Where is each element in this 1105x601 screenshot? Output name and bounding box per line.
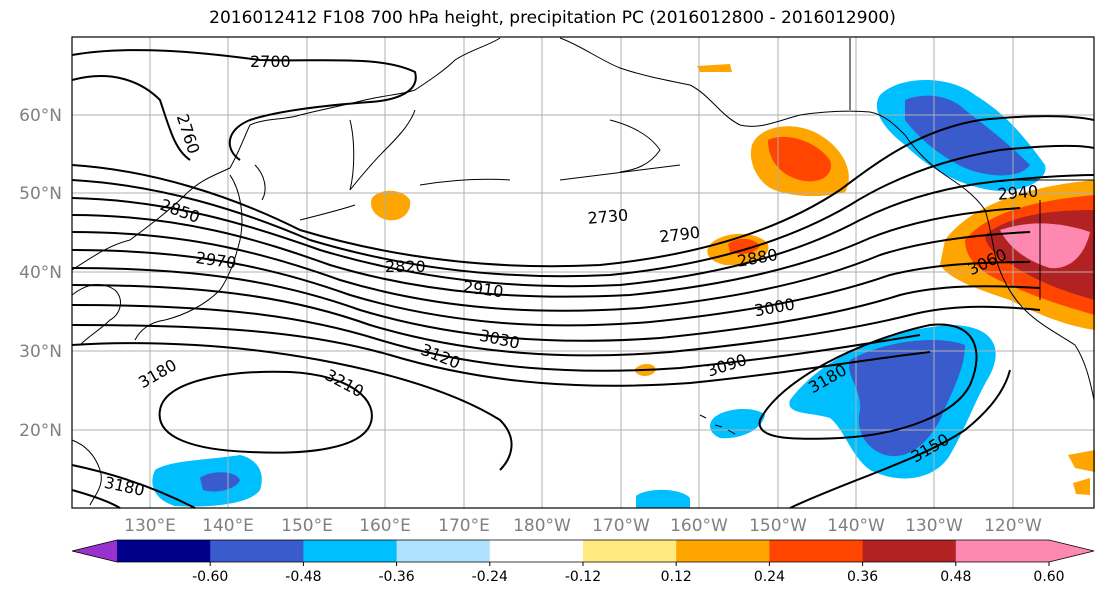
contour-label: 2910: [462, 277, 505, 301]
lat-axis: 60°N 50°N 40°N 30°N 20°N: [19, 106, 62, 441]
map-frame: [71, 36, 1095, 509]
precip-region-philippine-core: [200, 472, 240, 492]
gridlines: [72, 37, 1094, 508]
colorbar-tick-label: 0.36: [847, 569, 878, 585]
colorbar-segment: [676, 540, 770, 562]
contour-label: 3210: [322, 365, 367, 401]
precip-region-midpacific-core: [728, 238, 760, 254]
contour-label: 2790: [658, 223, 701, 247]
lat-label: 30°N: [19, 342, 62, 362]
colorbar: -0.60 -0.48 -0.36 -0.24 -0.12 0.12 0.24 0.36 0.4…: [71, 539, 1095, 585]
precip-region-hawaii: [710, 408, 765, 439]
lon-label: 170°W: [592, 516, 650, 536]
colorbar-tick-label: 0.12: [661, 569, 692, 585]
lon-label: 130°E: [124, 516, 176, 536]
colorbar-tick-label: -0.24: [472, 569, 508, 585]
colorbar-segment: [769, 540, 864, 562]
lat-label: 60°N: [19, 106, 62, 126]
lat-label: 40°N: [19, 263, 62, 283]
colorbar-segment: [396, 540, 491, 562]
lon-axis: 130°E 140°E 150°E 160°E 170°E 180°W 170°…: [124, 516, 1042, 536]
colorbar-tick-label: -0.60: [192, 569, 228, 585]
lon-label: 150°E: [281, 516, 333, 536]
contour-label: 2970: [195, 248, 238, 272]
contour-label: 2700: [250, 52, 291, 71]
colorbar-tick-label: 0.60: [1033, 569, 1064, 585]
lon-label: 170°E: [438, 516, 490, 536]
colorbar-tick-label: 0.48: [940, 569, 971, 585]
contour-label: 2820: [385, 257, 426, 276]
colorbar-segment: [117, 540, 211, 562]
contour-label: 3000: [753, 294, 796, 320]
coastlines: [71, 37, 1095, 506]
colorbar-outline: [71, 539, 1095, 563]
lon-label: 130°W: [905, 516, 963, 536]
height-contours: [71, 49, 1095, 509]
colorbar-segment: [583, 540, 677, 562]
precip-region-baja: [1068, 450, 1095, 472]
precip-region-westcoast-pink: [1000, 223, 1090, 269]
colorbar-segment: [862, 540, 957, 562]
contour-label: 2760: [173, 112, 204, 157]
colorbar-segment: [303, 540, 398, 562]
precip-region-bering: [697, 64, 732, 72]
lat-label: 50°N: [19, 184, 62, 204]
precip-region-gulf-core: [768, 136, 831, 182]
precip-region-baja2: [1073, 478, 1090, 495]
lon-label: 140°E: [202, 516, 254, 536]
precip-region-equatorial: [636, 489, 690, 508]
colorbar-extend-min: [72, 540, 117, 562]
lon-label: 180°W: [513, 516, 571, 536]
lat-label: 20°N: [19, 421, 62, 441]
lon-label: 150°W: [749, 516, 807, 536]
colorbar-segment: [955, 540, 1050, 562]
contour-label: 3180: [103, 473, 147, 500]
precip-shading: [152, 64, 1095, 508]
lon-label: 120°W: [984, 516, 1042, 536]
contour-label: 2730: [587, 205, 629, 227]
lon-label: 160°W: [670, 516, 728, 536]
colorbar-extend-max: [1049, 540, 1094, 562]
colorbar-tick-label: -0.12: [565, 569, 601, 585]
precip-region-alaska-core: [905, 95, 1030, 176]
colorbar-tick-label: -0.48: [285, 569, 321, 585]
map-title: 2016012412 F108 700 hPa height, precipit…: [209, 8, 896, 28]
lon-label: 160°E: [359, 516, 411, 536]
lon-label: 140°W: [827, 516, 885, 536]
contour-label: 2940: [997, 181, 1039, 203]
colorbar-tick-label: -0.36: [378, 569, 414, 585]
contour-label: 3090: [704, 350, 749, 381]
precip-region-kuril: [370, 190, 411, 221]
colorbar-segment: [210, 540, 304, 562]
contour-label: 3180: [135, 355, 180, 392]
colorbar-tick-label: 0.24: [754, 569, 785, 585]
colorbar-segment: [489, 540, 584, 562]
precip-region-subtropical-core: [849, 340, 965, 457]
